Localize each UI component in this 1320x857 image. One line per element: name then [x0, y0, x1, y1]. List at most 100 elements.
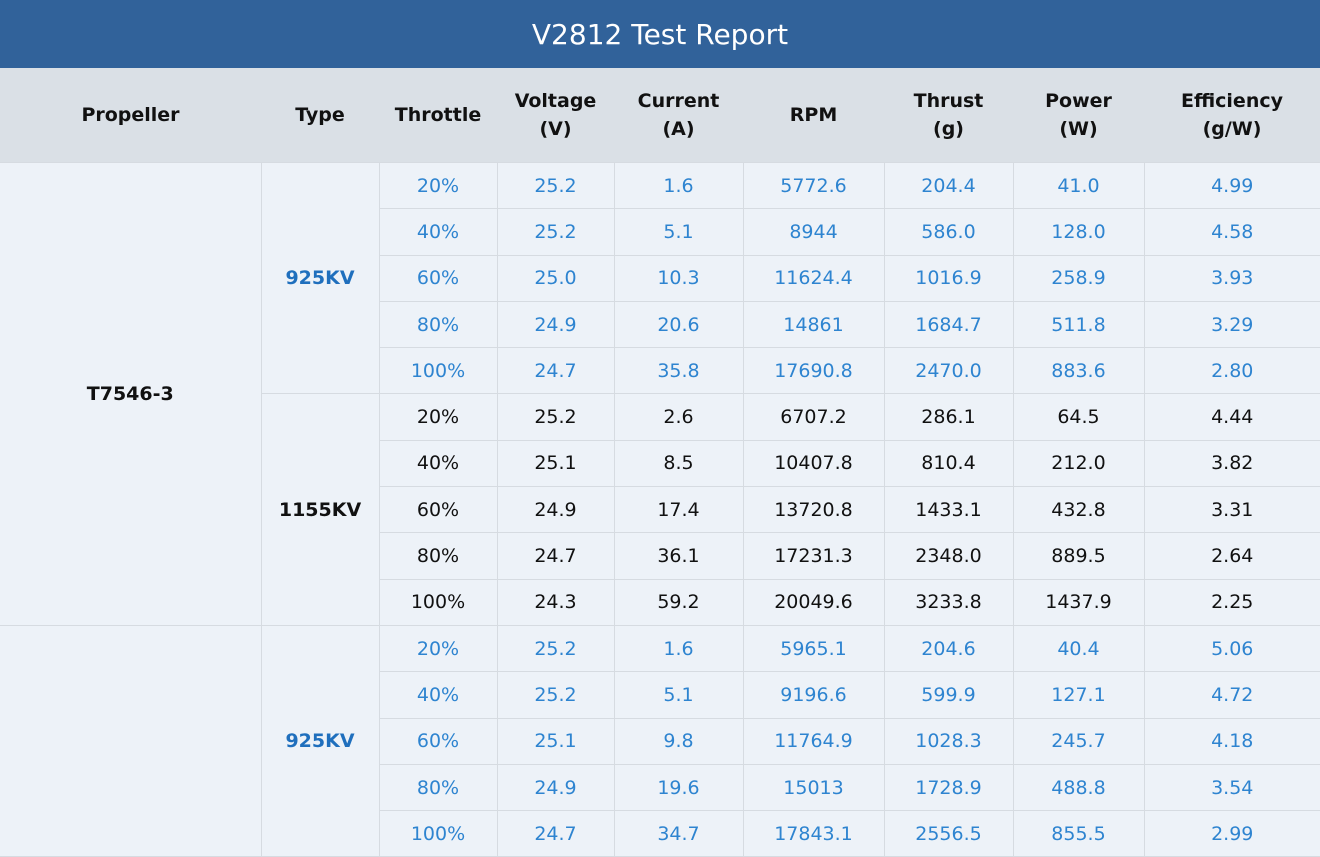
- table-row: 40% 25.2 5.1 9196.6 599.9 127.1 4.72: [0, 671, 1320, 719]
- column-header: Current (A): [614, 68, 743, 163]
- value-cell: 245.7: [1012, 717, 1145, 765]
- table-row: T7546-3 925KV 20% 25.2 1.6 5772.6 204.4 41.0 4.9…: [0, 161, 1320, 626]
- value-cell: 488.8: [1012, 763, 1145, 812]
- table-body: T7546-3 925KV 20% 25.2 1.6 5772.6 204.4 41.0 4.9…: [0, 161, 1320, 857]
- value-cell: 59.2: [613, 578, 744, 626]
- value-cell: 14861: [742, 300, 885, 349]
- value-cell: 127.1: [1012, 671, 1145, 719]
- value-cell: 586.0: [883, 208, 1014, 256]
- value-cell: 4.44: [1143, 393, 1320, 441]
- value-cell: 25.1: [496, 439, 615, 488]
- table-row: 60% 24.9 17.4 13720.8 1433.1 432.8 3.31: [0, 486, 1320, 534]
- value-cell: 80%: [378, 763, 498, 812]
- value-cell: 258.9: [1012, 254, 1145, 302]
- value-cell: 889.5: [1012, 532, 1145, 580]
- value-cell: 9196.6: [742, 671, 885, 719]
- value-cell: 1028.3: [883, 717, 1014, 765]
- value-cell: 25.2: [496, 671, 615, 719]
- value-cell: 1684.7: [883, 300, 1014, 349]
- column-header: Voltage (V): [497, 68, 614, 163]
- table-row: 80% 24.9 19.6 15013 1728.9 488.8 3.54: [0, 763, 1320, 812]
- value-cell: 100%: [378, 347, 498, 395]
- value-cell: 1.6: [613, 161, 744, 210]
- value-cell: 1.6: [613, 624, 744, 673]
- value-cell: 2348.0: [883, 532, 1014, 580]
- value-cell: 3.29: [1143, 300, 1320, 349]
- column-header: Throttle: [379, 68, 497, 163]
- value-cell: 9.8: [613, 717, 744, 765]
- column-header: Propeller: [0, 68, 261, 163]
- table-row: 925KV 20% 25.2 1.6 5965.1 204.6 40.4 5.06: [0, 624, 1320, 857]
- value-cell: 60%: [378, 254, 498, 302]
- value-cell: 204.4: [883, 161, 1014, 210]
- table-row: 100% 24.3 59.2 20049.6 3233.8 1437.9 2.25: [0, 578, 1320, 626]
- value-cell: 64.5: [1012, 393, 1145, 441]
- value-cell: 810.4: [883, 439, 1014, 488]
- value-cell: 1433.1: [883, 486, 1014, 534]
- header-row: Propeller Type Throttle Voltage (V) Current …: [0, 68, 1320, 163]
- column-header: RPM: [743, 68, 884, 163]
- value-cell: 24.7: [496, 532, 615, 580]
- value-cell: 212.0: [1012, 439, 1145, 488]
- value-cell: 24.7: [496, 810, 615, 857]
- value-cell: 1016.9: [883, 254, 1014, 302]
- value-cell: 1437.9: [1012, 578, 1145, 626]
- table-row: 100% 24.7 34.7 17843.1 2556.5 855.5 2.99: [0, 810, 1320, 857]
- value-cell: 6707.2: [742, 393, 885, 441]
- value-cell: 10.3: [613, 254, 744, 302]
- value-cell: 2.6: [613, 393, 744, 441]
- value-cell: 4.72: [1143, 671, 1320, 719]
- value-cell: 5.1: [613, 208, 744, 256]
- value-cell: 8.5: [613, 439, 744, 488]
- type-cell: 1155KV: [260, 393, 380, 626]
- value-cell: 2556.5: [883, 810, 1014, 857]
- type-cell: 925KV: [260, 624, 380, 857]
- value-cell: 3.31: [1143, 486, 1320, 534]
- value-cell: 24.9: [496, 300, 615, 349]
- value-cell: 17843.1: [742, 810, 885, 857]
- value-cell: 24.3: [496, 578, 615, 626]
- table-row: 60% 25.0 10.3 11624.4 1016.9 258.9 3.93: [0, 254, 1320, 302]
- table-row: 100% 24.7 35.8 17690.8 2470.0 883.6 2.80: [0, 347, 1320, 395]
- value-cell: 2.25: [1143, 578, 1320, 626]
- value-cell: 80%: [378, 300, 498, 349]
- value-cell: 20049.6: [742, 578, 885, 626]
- table-row: 40% 25.1 8.5 10407.8 810.4 212.0 3.82: [0, 439, 1320, 488]
- value-cell: 24.9: [496, 763, 615, 812]
- report-title: V2812 Test Report: [0, 0, 1320, 68]
- value-cell: 41.0: [1012, 161, 1145, 210]
- value-cell: 17690.8: [742, 347, 885, 395]
- value-cell: 35.8: [613, 347, 744, 395]
- value-cell: 11624.4: [742, 254, 885, 302]
- table-row: 60% 25.1 9.8 11764.9 1028.3 245.7 4.18: [0, 717, 1320, 765]
- column-header: Thrust (g): [884, 68, 1013, 163]
- value-cell: 1728.9: [883, 763, 1014, 812]
- value-cell: 100%: [378, 810, 498, 857]
- value-cell: 25.2: [496, 208, 615, 256]
- table-row: 80% 24.7 36.1 17231.3 2348.0 889.5 2.64: [0, 532, 1320, 580]
- value-cell: 25.2: [496, 393, 615, 441]
- value-cell: 5.1: [613, 671, 744, 719]
- propeller-cell: T7546-3: [0, 162, 262, 626]
- table-row: 1155KV 20% 25.2 2.6 6707.2 286.1 64.5 4.44: [0, 393, 1320, 626]
- value-cell: 5.06: [1143, 624, 1320, 673]
- value-cell: 4.18: [1143, 717, 1320, 765]
- value-cell: 2470.0: [883, 347, 1014, 395]
- table-row: 40% 25.2 5.1 8944 586.0 128.0 4.58: [0, 208, 1320, 256]
- column-header: Power (W): [1013, 68, 1144, 163]
- type-cell: 925KV: [260, 161, 380, 395]
- value-cell: 36.1: [613, 532, 744, 580]
- value-cell: 8944: [742, 208, 885, 256]
- value-cell: 286.1: [883, 393, 1014, 441]
- value-cell: 11764.9: [742, 717, 885, 765]
- test-report-table: Propeller Type Throttle Voltage (V) Current …: [0, 68, 1320, 857]
- value-cell: 60%: [378, 486, 498, 534]
- value-cell: 204.6: [883, 624, 1014, 673]
- value-cell: 24.9: [496, 486, 615, 534]
- value-cell: 511.8: [1012, 300, 1145, 349]
- value-cell: 599.9: [883, 671, 1014, 719]
- propeller-cell: [0, 624, 262, 857]
- value-cell: 2.99: [1143, 810, 1320, 857]
- value-cell: 20%: [378, 161, 498, 210]
- value-cell: 25.2: [496, 161, 615, 210]
